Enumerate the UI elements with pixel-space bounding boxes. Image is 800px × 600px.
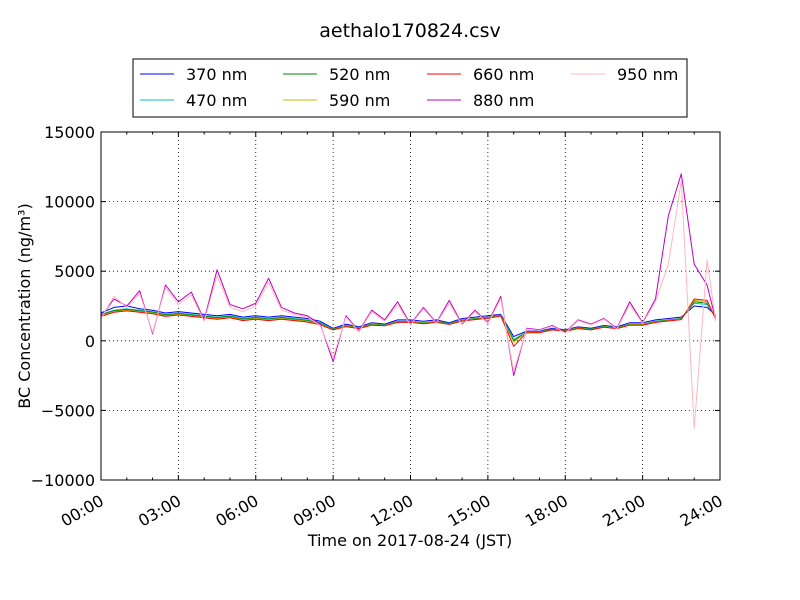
x-tick-label: 03:00: [135, 491, 184, 531]
series-line: [100, 305, 717, 338]
legend-label: 470 nm: [186, 91, 247, 110]
y-axis-label: BC Concentration (ng/m³): [15, 203, 34, 408]
y-tick-label: −5000: [41, 401, 95, 420]
x-tick-label: 21:00: [599, 491, 648, 531]
x-tick-label: 12:00: [367, 491, 416, 531]
legend-box: [132, 58, 688, 118]
x-tick-label: 15:00: [444, 491, 493, 531]
legend-label: 590 nm: [329, 91, 390, 110]
y-tick-label: 5000: [54, 262, 95, 281]
legend-label: 370 nm: [186, 65, 247, 84]
legend-label: 660 nm: [473, 65, 534, 84]
plot-area: [100, 173, 717, 429]
x-tick-label: 06:00: [212, 491, 261, 531]
series-line: [100, 173, 717, 377]
legend-label: 880 nm: [473, 91, 534, 110]
y-tick-label: 10000: [44, 193, 95, 212]
y-tick-label: 0: [85, 332, 95, 351]
x-tick-label: 18:00: [522, 491, 571, 531]
x-tick-label: 09:00: [290, 491, 339, 531]
legend: 370 nm 470 nm 520 nm 590 nm 660 nm 880 nm 950 …: [132, 58, 688, 118]
y-tick-label: −10000: [31, 471, 95, 490]
x-axis-label: Time on 2017-08-24 (JST): [307, 531, 512, 550]
x-tick-label: 00:00: [58, 491, 107, 531]
series-line: [100, 298, 717, 347]
legend-label: 520 nm: [329, 65, 390, 84]
y-tick-label: 15000: [44, 123, 95, 142]
series-line: [100, 180, 717, 429]
chart-title: aethalo170824.csv: [319, 20, 501, 42]
x-tick-label: 24:00: [677, 491, 726, 531]
legend-label: 950 nm: [617, 65, 678, 84]
